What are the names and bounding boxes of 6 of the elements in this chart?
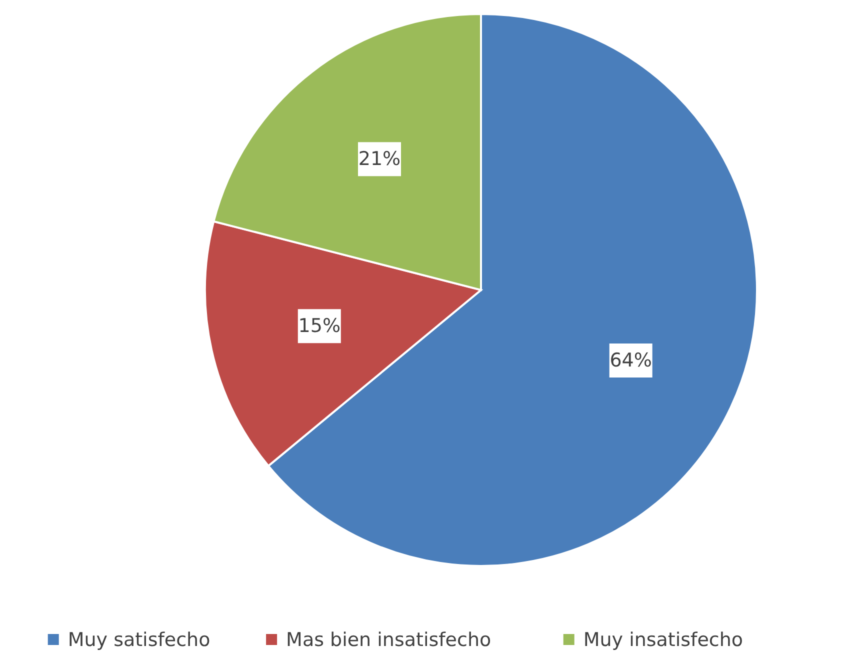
legend-label: Muy satisfecho <box>68 629 210 651</box>
legend-label: Mas bien insatisfecho <box>286 629 492 651</box>
data-label: 64% <box>610 350 652 372</box>
data-label: 21% <box>358 148 401 170</box>
legend-label: Muy insatisfecho <box>583 629 744 651</box>
data-label: 15% <box>298 315 341 338</box>
